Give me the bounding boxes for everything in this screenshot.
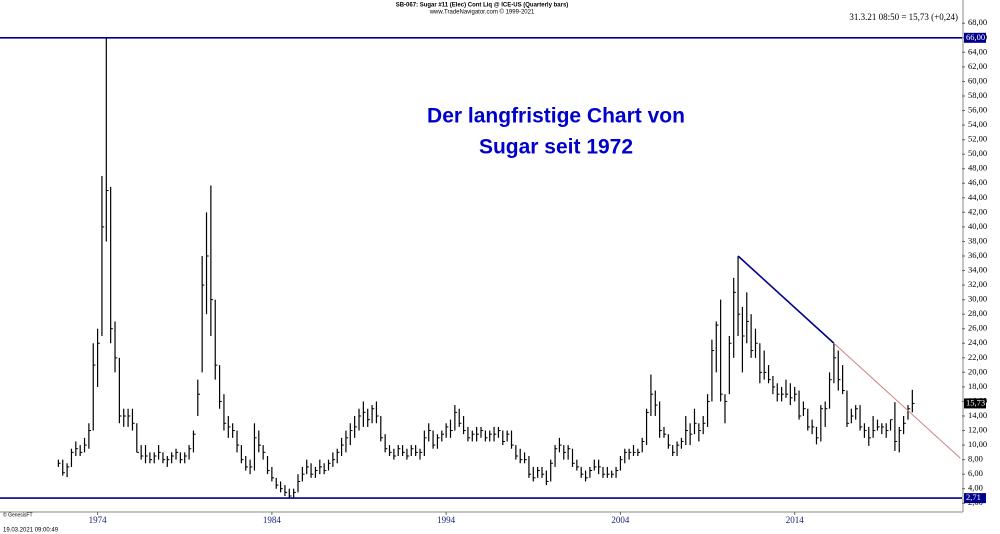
price-label-bg (964, 493, 986, 504)
y-tick-label: 68,00 (968, 17, 987, 27)
y-tick-label: 42,00 (968, 206, 987, 216)
x-tick-label: 1984 (263, 515, 282, 525)
y-tick-label: 62,00 (968, 61, 987, 71)
y-tick-label: 40,00 (968, 221, 987, 231)
y-tick-label: 28,00 (968, 308, 987, 318)
source: © GenesisFT (3, 511, 33, 518)
annotation: Sugar seit 1972 (479, 136, 633, 159)
y-tick-label: 60,00 (968, 75, 987, 85)
y-tick-label: 58,00 (968, 90, 987, 100)
y-tick-label: 64,00 (968, 46, 987, 56)
trendline (737, 255, 835, 344)
y-tick-label: 46,00 (968, 177, 987, 187)
extension (833, 342, 961, 459)
y-tick-label: 30,00 (968, 294, 987, 304)
price-label-bg (964, 32, 986, 43)
x-tick-label: 2004 (611, 515, 630, 525)
y-tick-label: 10,00 (968, 439, 987, 449)
y-tick-label: 20,00 (968, 366, 987, 376)
y-tick-label: 22,00 (968, 352, 987, 362)
chart-title: SB-067: Sugar #11 (Elec) Cont Liq @ ICE-… (396, 3, 569, 9)
y-tick-label: 52,00 (968, 134, 987, 144)
last-price-label: 15,73 (966, 397, 985, 407)
x-tick-label: 2014 (786, 515, 805, 525)
y-tick-label: 50,00 (968, 148, 987, 158)
x-tick-label: 1994 (437, 515, 456, 525)
x-tick-label: 1974 (89, 515, 108, 525)
y-tick-label: 8,00 (968, 454, 983, 464)
price-label: 2,71 (966, 492, 981, 502)
y-tick-label: 54,00 (968, 119, 987, 129)
annotation: Der langfristige Chart von (427, 105, 685, 128)
y-tick-label: 24,00 (968, 337, 987, 347)
y-tick-label: 36,00 (968, 250, 987, 260)
y-tick-label: 6,00 (968, 468, 983, 478)
y-tick-label: 26,00 (968, 323, 987, 333)
last-quote: 31.3.21 08:50 = 15,73 (+0,24) (849, 12, 958, 22)
y-tick-label: 32,00 (968, 279, 987, 289)
timestamp: 19.03.2021 09:00:49 (3, 528, 59, 534)
y-tick-label: 18,00 (968, 381, 987, 391)
y-tick-label: 38,00 (968, 235, 987, 245)
y-tick-label: 14,00 (968, 410, 987, 420)
last-price-bg (964, 398, 986, 409)
y-tick-label: 44,00 (968, 192, 987, 202)
chart-subtitle: www.TradeNavigator.com © 1999-2021 (429, 9, 535, 16)
price-label: 66,00 (966, 32, 985, 42)
y-tick-label: 4,00 (968, 483, 983, 493)
y-tick-label: 48,00 (968, 163, 987, 173)
y-tick-label: 56,00 (968, 104, 987, 114)
y-tick-label: 12,00 (968, 424, 987, 434)
y-tick-label: 34,00 (968, 264, 987, 274)
